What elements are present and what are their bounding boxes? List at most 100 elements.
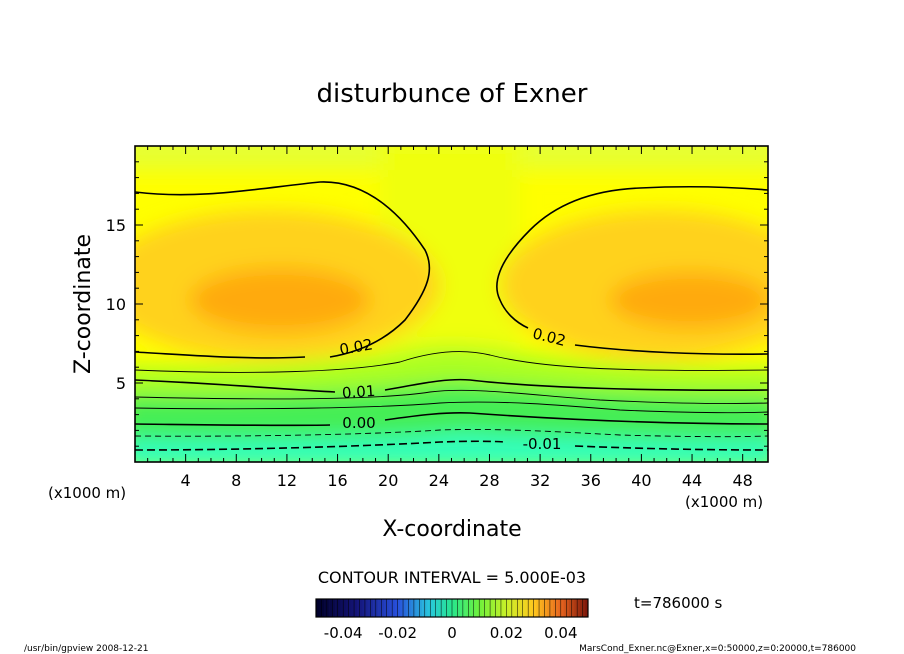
colorbar-cell	[435, 599, 439, 617]
colorbar-cell	[373, 599, 377, 617]
colorbar-cell	[422, 599, 426, 617]
field-band-cyan	[135, 432, 768, 462]
colorbar-cell	[340, 599, 344, 617]
colorbar-cell	[335, 599, 339, 617]
contour-minus-0.01-right	[574, 445, 768, 451]
colorbar-cell	[427, 599, 431, 617]
x-tick-label: 32	[530, 471, 550, 490]
contour-label: 0.02	[338, 335, 374, 359]
x-tick-label: 4	[181, 471, 191, 490]
colorbar-tick-label: 0	[447, 624, 457, 642]
colorbar-cell	[479, 599, 483, 617]
colorbar-cell	[579, 599, 583, 617]
contour-0.00-right	[384, 412, 768, 425]
contour-label: -0.01	[523, 435, 562, 453]
colorbar-cell	[560, 599, 564, 617]
colorbar-cell	[471, 599, 475, 617]
colorbar-cell	[503, 599, 507, 617]
colorbar-cell	[454, 599, 458, 617]
colorbar-cell	[574, 599, 578, 617]
colorbar-cell	[517, 599, 521, 617]
contour-minus-0.01-left	[135, 440, 506, 451]
colorbar-tick-label: -0.02	[378, 624, 417, 642]
colorbar-cell	[500, 599, 504, 617]
colorbar-cell	[397, 599, 401, 617]
colorbar-cell	[582, 599, 586, 617]
x-tick-label: 28	[479, 471, 499, 490]
x-tick-label: 44	[682, 471, 702, 490]
y-axis-label: Z-coordinate	[71, 234, 96, 374]
colorbar-cell	[411, 599, 415, 617]
colorbar-cell	[364, 599, 368, 617]
colorbar-cell	[400, 599, 404, 617]
colorbar-cell	[386, 599, 390, 617]
colorbar-cell	[438, 599, 442, 617]
colorbar-cell	[356, 599, 360, 617]
colorbar-cell	[506, 599, 510, 617]
field-core-right	[610, 272, 768, 328]
colorbar-cell	[343, 599, 347, 617]
y-tick-label: 5	[116, 374, 126, 393]
colorbar-cell	[329, 599, 333, 617]
colorbar-cell	[544, 599, 548, 617]
footer-left: /usr/bin/gpview 2008-12-21	[24, 644, 148, 654]
colorbar-cell	[316, 599, 320, 617]
contour-0.015	[135, 351, 768, 373]
colorbar-cell	[408, 599, 412, 617]
colorbar-cell	[359, 599, 363, 617]
y-tick-label: 10	[106, 295, 126, 314]
x-axis-label: X-coordinate	[382, 517, 521, 542]
colorbar-cell	[473, 599, 477, 617]
colorbar-cell	[449, 599, 453, 617]
colorbar-cell	[443, 599, 447, 617]
colorbar-cell	[563, 599, 567, 617]
colorbar-cell	[566, 599, 570, 617]
colorbar-cell	[539, 599, 543, 617]
colorbar-cell	[571, 599, 575, 617]
colorbar-cell	[490, 599, 494, 617]
contour-0.0075	[135, 401, 768, 414]
colorbar-cell	[558, 599, 562, 617]
contour-0.02-bottom-left	[135, 351, 306, 359]
colorbar-cell	[351, 599, 355, 617]
colorbar-tick-label: -0.04	[324, 624, 363, 642]
colorbar-cell	[498, 599, 502, 617]
colorbar-cell	[419, 599, 423, 617]
colorbar-cell	[370, 599, 374, 617]
contour-0.01-right	[384, 378, 768, 391]
colorbar-cell	[367, 599, 371, 617]
x-unit-right: (x1000 m)	[685, 493, 763, 511]
colorbar-cell	[424, 599, 428, 617]
colorbar-cell	[405, 599, 409, 617]
colorbar-cell	[460, 599, 464, 617]
colorbar-cell	[525, 599, 529, 617]
colorbar-cell	[522, 599, 526, 617]
colorbar-cell	[452, 599, 456, 617]
colorbar-cell	[468, 599, 472, 617]
colorbar-cell	[432, 599, 436, 617]
x-tick-label: 8	[231, 471, 241, 490]
colorbar	[315, 599, 589, 617]
contour-0.01-left	[135, 379, 336, 393]
time-text: t=786000 s	[634, 594, 722, 612]
contour-interval-text: CONTOUR INTERVAL = 5.000E-03	[318, 568, 586, 587]
colorbar-cell	[585, 599, 589, 617]
x-tick-label: 40	[631, 471, 651, 490]
contour-minus-0.005	[135, 429, 768, 438]
colorbar-cell	[520, 599, 524, 617]
colorbar-cell	[495, 599, 499, 617]
x-tick-label: 20	[378, 471, 398, 490]
colorbar-cell	[465, 599, 469, 617]
contour-label-group: 0.02 0.02 0.01 0.00 -0.01	[338, 324, 567, 453]
x-tick-label: 24	[429, 471, 449, 490]
colorbar-cell	[354, 599, 358, 617]
colorbar-cell	[476, 599, 480, 617]
colorbar-cell	[536, 599, 540, 617]
colorbar-cell	[362, 599, 366, 617]
colorbar-cell	[533, 599, 537, 617]
colorbar-cell	[321, 599, 325, 617]
colorbar-cell	[509, 599, 513, 617]
colorbar-cell	[384, 599, 388, 617]
x-tick-label: 16	[327, 471, 347, 490]
colorbar-cell	[348, 599, 352, 617]
